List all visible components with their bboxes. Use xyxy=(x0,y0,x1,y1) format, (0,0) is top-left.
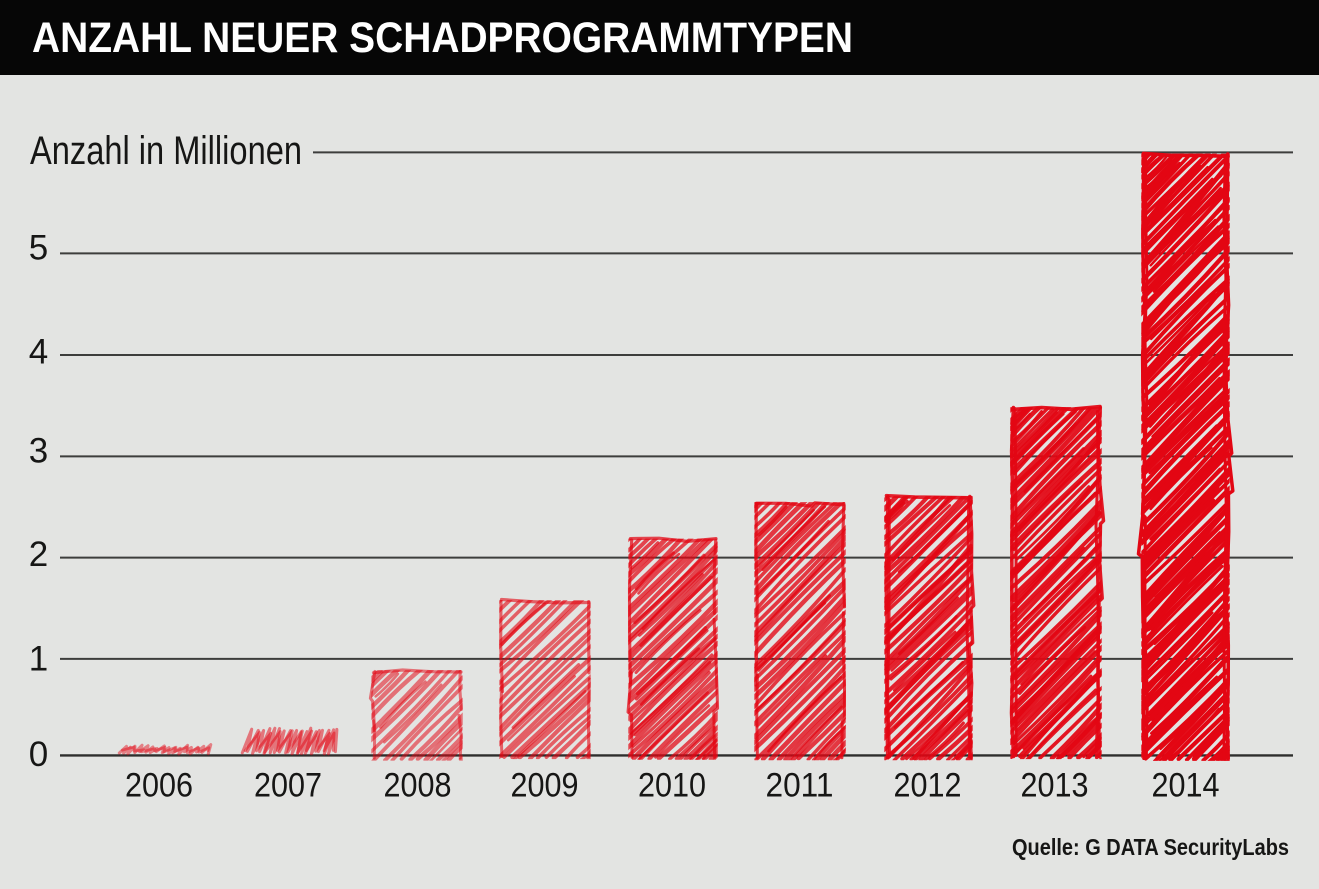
svg-text:2006: 2006 xyxy=(125,767,193,805)
svg-text:2009: 2009 xyxy=(511,767,579,805)
svg-text:Quelle: G DATA SecurityLabs: Quelle: G DATA SecurityLabs xyxy=(1012,834,1289,860)
svg-text:2010: 2010 xyxy=(638,767,706,805)
svg-text:2: 2 xyxy=(29,535,48,574)
svg-text:1: 1 xyxy=(29,640,48,679)
svg-text:2011: 2011 xyxy=(766,767,834,805)
svg-text:4: 4 xyxy=(29,333,48,372)
svg-text:0: 0 xyxy=(29,735,48,774)
svg-text:ANZAHL NEUER SCHADPROGRAMMTYPE: ANZAHL NEUER SCHADPROGRAMMTYPEN xyxy=(32,14,853,62)
svg-text:5: 5 xyxy=(29,229,48,268)
svg-text:2008: 2008 xyxy=(384,767,452,805)
svg-text:2013: 2013 xyxy=(1021,767,1089,805)
svg-text:2007: 2007 xyxy=(254,767,322,805)
svg-text:3: 3 xyxy=(29,432,48,471)
svg-text:2014: 2014 xyxy=(1152,767,1220,805)
svg-text:2012: 2012 xyxy=(894,767,962,805)
svg-text:Anzahl in Millionen: Anzahl in Millionen xyxy=(30,129,302,173)
